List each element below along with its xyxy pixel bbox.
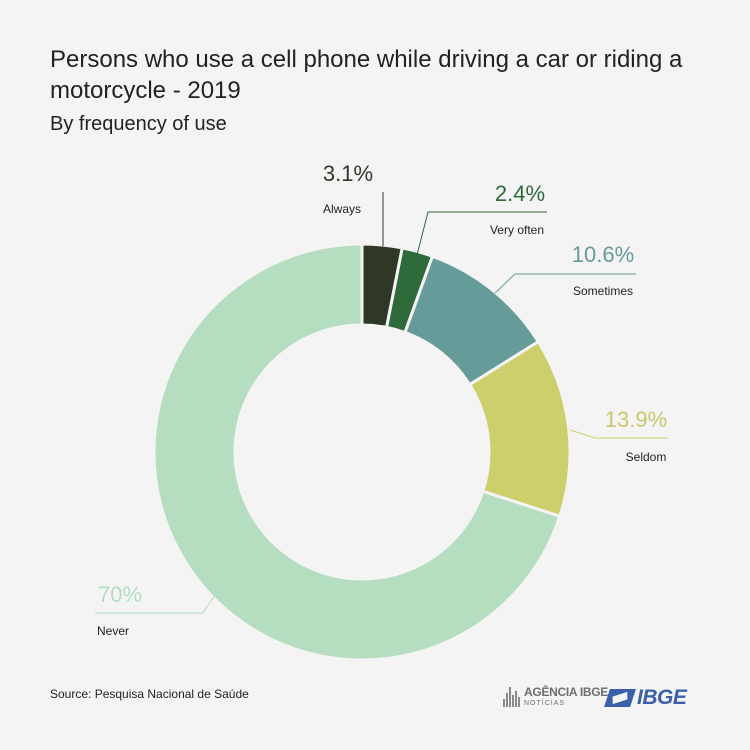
leader-line-never bbox=[95, 594, 216, 614]
value-label-seldom: 13.9% bbox=[605, 407, 667, 432]
leader-line-seldom bbox=[569, 429, 668, 439]
value-label-very-often: 2.4% bbox=[495, 181, 545, 206]
leader-line-very-often bbox=[416, 211, 547, 256]
agencia-ibge-logo: AGÊNCIA IBGE NOTÍCIAS bbox=[503, 686, 608, 707]
agencia-logo-text: AGÊNCIA IBGE bbox=[524, 685, 608, 699]
category-label-always: Always bbox=[323, 202, 361, 216]
value-label-never: 70% bbox=[98, 582, 142, 607]
ibge-mark-icon bbox=[604, 689, 636, 707]
slice-never bbox=[152, 242, 562, 662]
ibge-logo: IBGE bbox=[604, 686, 687, 710]
source-note: Source: Pesquisa Nacional de Saúde bbox=[50, 687, 249, 701]
category-label-never: Never bbox=[97, 624, 129, 638]
value-label-always: 3.1% bbox=[323, 161, 373, 186]
ibge-logo-text: IBGE bbox=[637, 686, 687, 709]
leader-line-sometimes bbox=[494, 273, 636, 294]
category-label-seldom: Seldom bbox=[626, 450, 667, 464]
chart-subtitle: By frequency of use bbox=[50, 113, 227, 135]
value-label-sometimes: 10.6% bbox=[572, 242, 634, 267]
agencia-logo-subtext: NOTÍCIAS bbox=[524, 700, 566, 707]
agencia-bars-icon bbox=[503, 686, 520, 707]
chart-title: Persons who use a cell phone while drivi… bbox=[50, 46, 683, 104]
category-label-sometimes: Sometimes bbox=[573, 284, 633, 298]
category-label-very-often: Very often bbox=[490, 223, 544, 237]
